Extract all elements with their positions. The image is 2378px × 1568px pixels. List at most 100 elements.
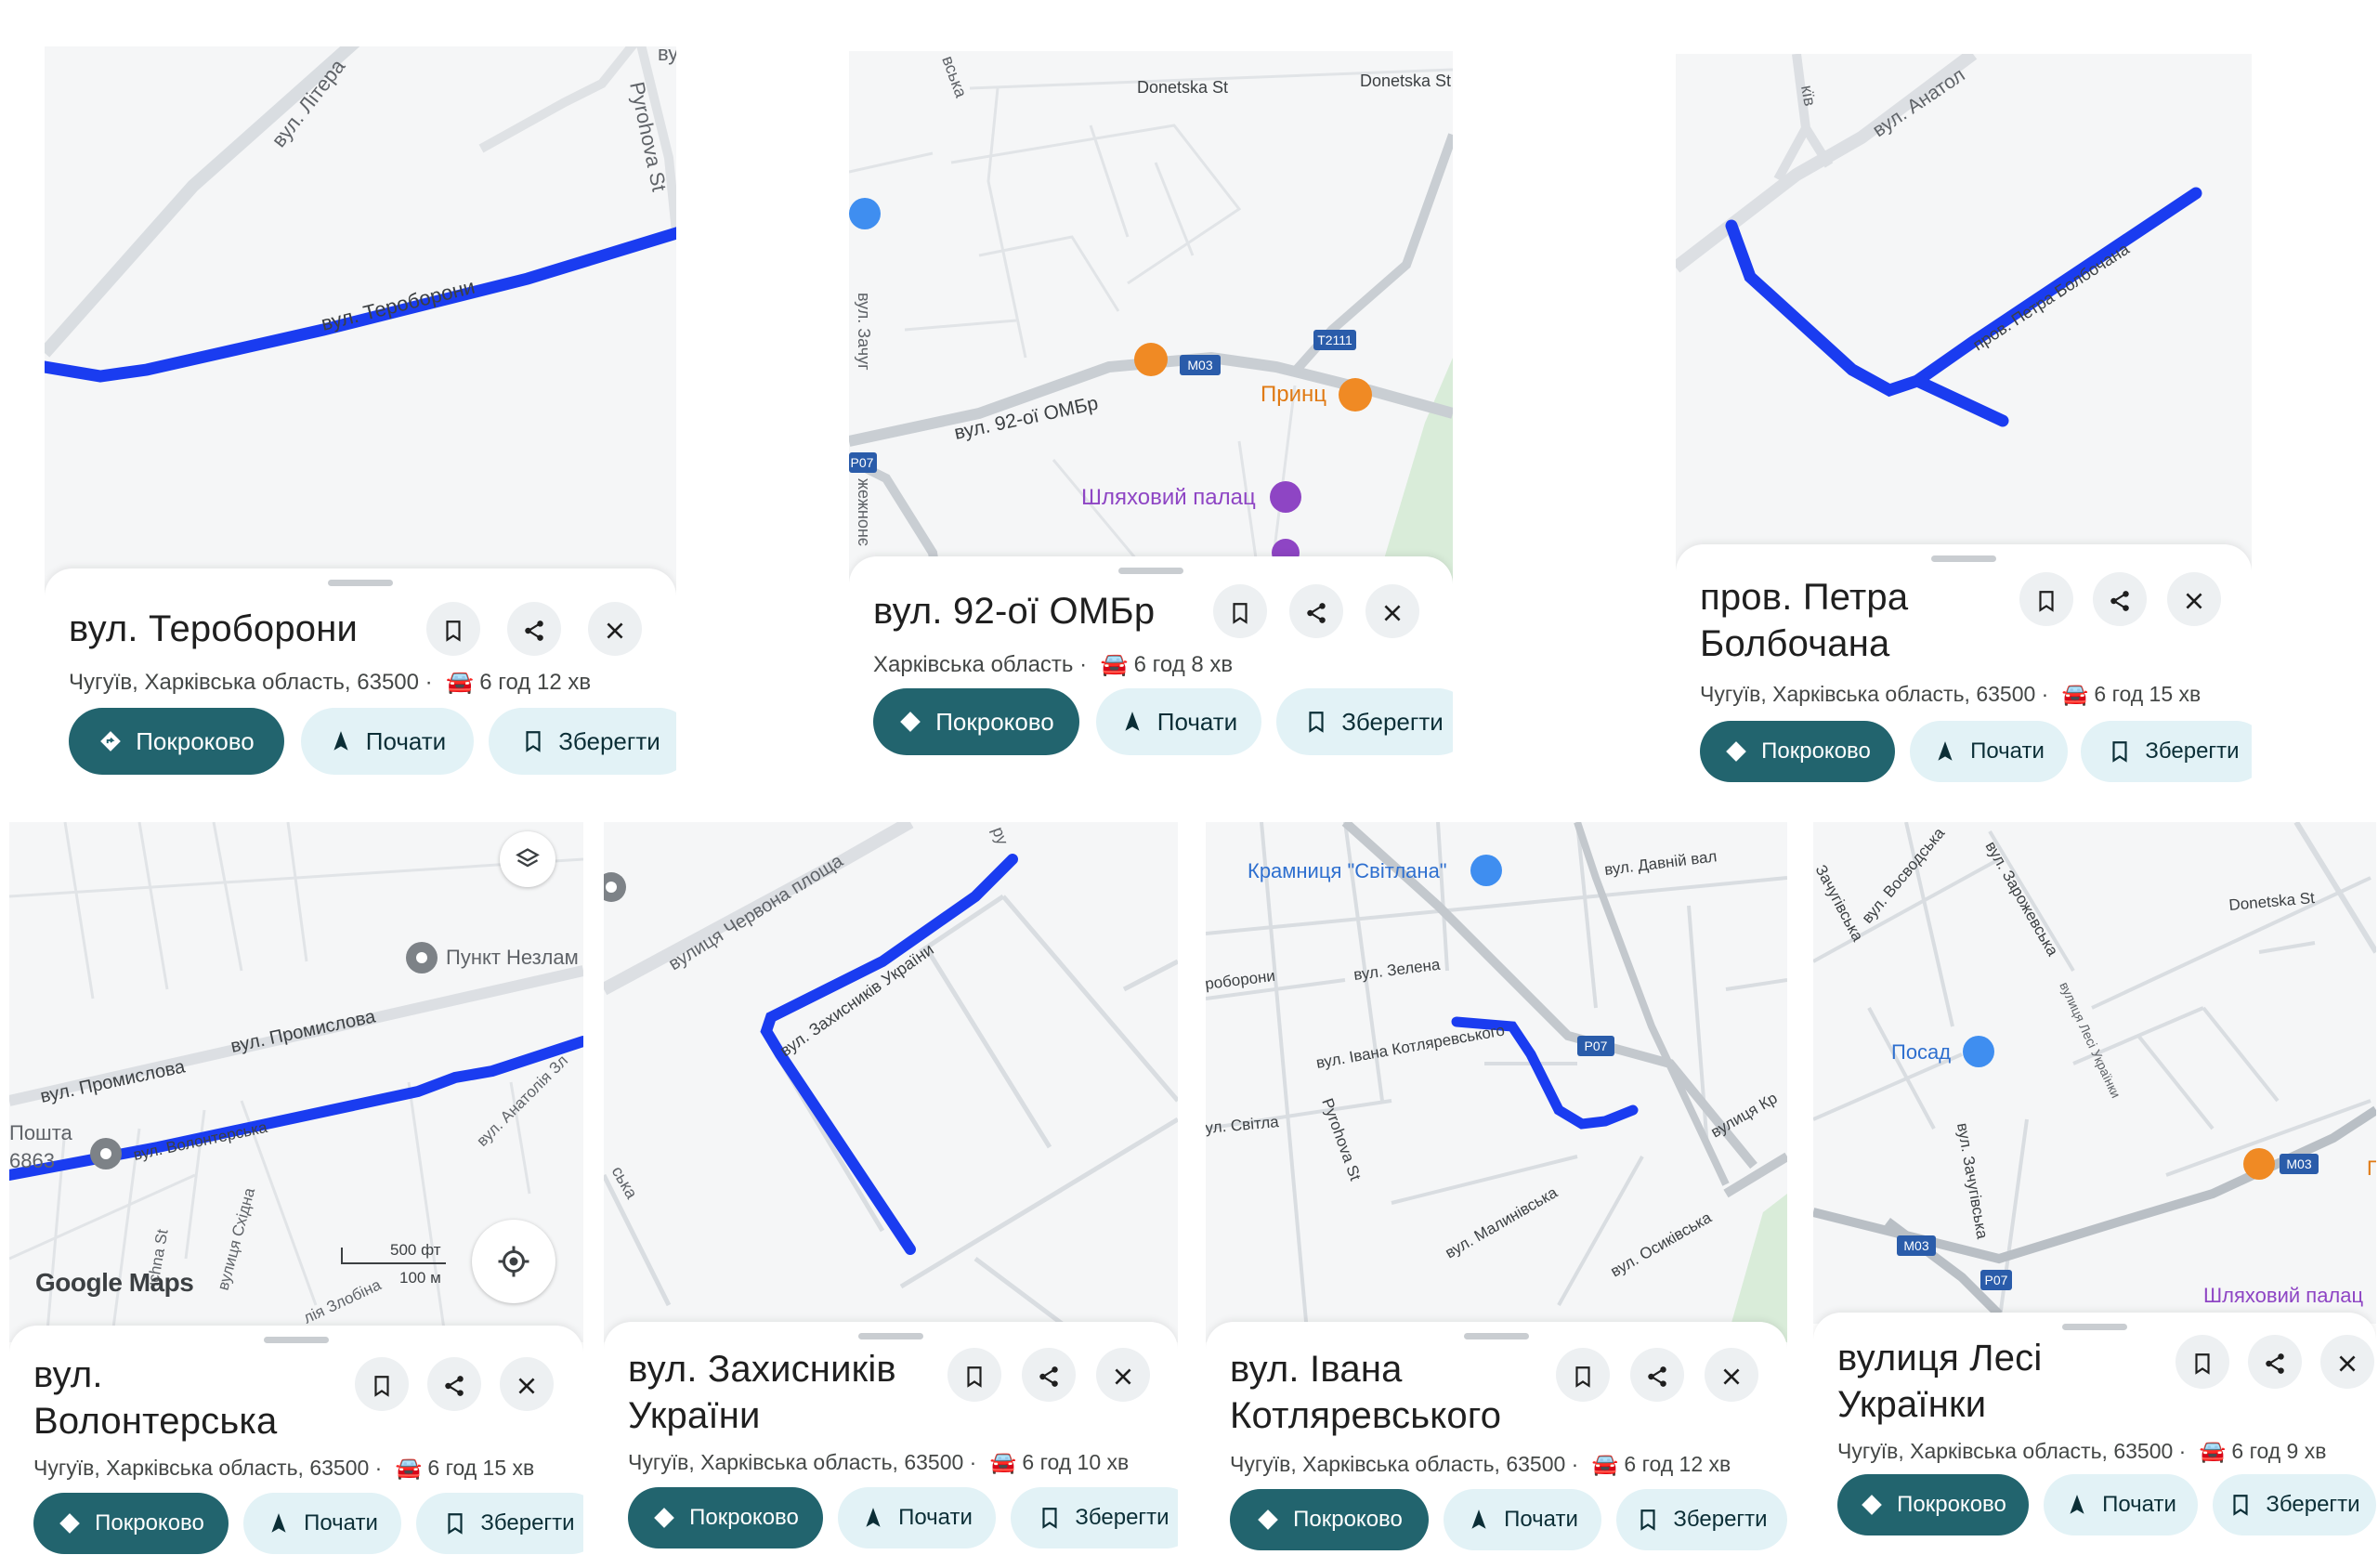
cafe-marker[interactable] bbox=[1134, 343, 1168, 376]
street-label: вул. Зачугівська bbox=[1953, 1121, 1992, 1240]
directions-icon bbox=[59, 1513, 80, 1534]
directions-icon bbox=[100, 731, 122, 751]
place-title: вул. Волонтерська bbox=[33, 1354, 278, 1442]
google-maps-logo: Google Maps bbox=[35, 1268, 194, 1297]
directions-button[interactable]: Покроково bbox=[873, 688, 1079, 755]
bookmark-button[interactable] bbox=[355, 1357, 409, 1411]
street-label: кїв bbox=[1797, 84, 1820, 108]
street-label: вул. Промислова bbox=[229, 1006, 378, 1057]
place-subtitle: Чугуїв, Харківська область, 63500 · 🚘 6 г… bbox=[69, 670, 592, 695]
drag-handle[interactable] bbox=[328, 580, 393, 586]
map-view[interactable]: вул. Анатол пров. Петра Болбочана кїв bbox=[1676, 54, 2252, 574]
directions-button[interactable]: Покроково bbox=[1837, 1474, 2029, 1535]
share-button[interactable] bbox=[1022, 1348, 1076, 1402]
poi-marker[interactable] bbox=[1270, 481, 1301, 513]
share-button[interactable] bbox=[427, 1357, 481, 1411]
save-button[interactable]: Зберегти bbox=[1616, 1489, 1787, 1550]
street-label: Donetska St bbox=[1360, 72, 1451, 90]
map-view[interactable]: M03 M03 P07 вул. Восводська вул. Зарожев… bbox=[1813, 822, 2376, 1324]
share-button[interactable] bbox=[1630, 1348, 1684, 1402]
bookmark-button[interactable] bbox=[1556, 1348, 1610, 1402]
map-view[interactable]: вул. Тероборони вул. Літера Pyrohova St … bbox=[45, 46, 676, 622]
drag-handle[interactable] bbox=[264, 1337, 329, 1343]
save-button[interactable]: Зберегти bbox=[2213, 1474, 2376, 1535]
map-canvas: вул. Анатол пров. Петра Болбочана кїв bbox=[1676, 54, 2202, 427]
place-card-7: M03 M03 P07 вул. Восводська вул. Зарожев… bbox=[1813, 822, 2376, 1565]
poi-label: Посад bbox=[1891, 1040, 1951, 1064]
close-button[interactable] bbox=[1096, 1348, 1150, 1402]
bookmark-button[interactable] bbox=[1213, 584, 1267, 638]
start-button[interactable]: Почати bbox=[243, 1493, 401, 1554]
poi-label: 6863 bbox=[9, 1149, 55, 1172]
car-icon: 🚘 bbox=[446, 670, 475, 695]
start-button[interactable]: Почати bbox=[838, 1487, 996, 1548]
directions-button[interactable]: Покроково bbox=[1700, 721, 1895, 782]
share-button[interactable] bbox=[1289, 584, 1343, 638]
start-button[interactable]: Почати bbox=[1444, 1489, 1601, 1550]
poi-marker[interactable] bbox=[1963, 1036, 1994, 1067]
car-icon: 🚘 bbox=[989, 1450, 1017, 1474]
save-button[interactable]: Зберегти bbox=[1011, 1487, 1178, 1548]
save-button[interactable]: Зберегти bbox=[2081, 721, 2252, 782]
start-button[interactable]: Почати bbox=[2044, 1474, 2198, 1535]
cafe-marker[interactable] bbox=[2243, 1148, 2275, 1180]
address-text: Чугуїв, Харківська область, 63500 bbox=[1700, 682, 2036, 706]
bottom-sheet: вул. Захисників України Чугуїв, Харківсь… bbox=[604, 1322, 1178, 1565]
share-icon bbox=[445, 1375, 464, 1396]
start-button[interactable]: Почати bbox=[1096, 688, 1261, 755]
start-button[interactable]: Почати bbox=[1910, 721, 2068, 782]
save-button[interactable]: Зберегти bbox=[1276, 688, 1453, 755]
my-location-button[interactable] bbox=[472, 1220, 555, 1303]
street-label: вул. Зелена bbox=[1352, 956, 1442, 984]
bookmark-button[interactable] bbox=[2019, 572, 2073, 626]
bookmark-icon bbox=[374, 1375, 389, 1397]
map-view[interactable]: вулиця Червона площа вул. Захисників Укр… bbox=[604, 822, 1178, 1342]
share-icon bbox=[2110, 590, 2129, 611]
street-label: вул. Осиківська bbox=[1608, 1209, 1716, 1281]
close-button[interactable] bbox=[2320, 1335, 2374, 1389]
drag-handle[interactable] bbox=[1118, 568, 1183, 574]
share-button[interactable] bbox=[507, 602, 561, 656]
share-button[interactable] bbox=[2093, 572, 2147, 626]
map-view[interactable]: P07 Крамниця "Світлана" вул. Давній вал … bbox=[1206, 822, 1787, 1342]
poi-label: Крамниця "Світлана" bbox=[1248, 859, 1447, 882]
directions-icon bbox=[1726, 741, 1746, 762]
close-button[interactable] bbox=[500, 1357, 554, 1411]
map-canvas: P07 Крамниця "Світлана" вул. Давній вал … bbox=[1206, 822, 1787, 1342]
close-button[interactable] bbox=[1365, 584, 1419, 638]
bookmark-button[interactable] bbox=[947, 1348, 1001, 1402]
map-canvas: вулиця Червона площа вул. Захисників Укр… bbox=[604, 822, 1178, 1342]
place-card-1: вул. Тероборони вул. Літера Pyrohova St … bbox=[45, 46, 676, 780]
bookmark-button[interactable] bbox=[2175, 1335, 2229, 1389]
save-button[interactable]: Зберегти bbox=[489, 708, 676, 775]
start-button[interactable]: Почати bbox=[301, 708, 474, 775]
save-button[interactable]: Зберегти bbox=[416, 1493, 583, 1554]
shop-marker[interactable] bbox=[1470, 855, 1502, 886]
drag-handle[interactable] bbox=[1931, 555, 1996, 562]
close-button[interactable] bbox=[2167, 572, 2221, 626]
layers-button[interactable] bbox=[500, 831, 555, 887]
bookmark-button[interactable] bbox=[426, 602, 480, 656]
map-view[interactable]: M03 T2111 P07 Donetska St Donetska St ву… bbox=[849, 51, 1453, 608]
map-canvas: M03 M03 P07 вул. Восводська вул. Зарожев… bbox=[1813, 822, 2376, 1324]
map-view[interactable]: Пункт Незлам Пошта 6863 вул. Промислова … bbox=[9, 822, 583, 1342]
restaurant-marker[interactable] bbox=[1339, 378, 1372, 412]
share-button[interactable] bbox=[2248, 1335, 2302, 1389]
drag-handle[interactable] bbox=[1464, 1333, 1529, 1339]
close-button[interactable] bbox=[1705, 1348, 1758, 1402]
poi-marker[interactable] bbox=[849, 198, 881, 229]
directions-button[interactable]: Покроково bbox=[1230, 1489, 1429, 1550]
car-icon: 🚘 bbox=[1100, 652, 1129, 677]
street-label: вулиця Кр bbox=[1708, 1089, 1781, 1141]
scale-label: 500 фт bbox=[390, 1241, 441, 1259]
place-title: вулиця Лесі Українки bbox=[1837, 1338, 2043, 1425]
directions-button[interactable]: Покроково bbox=[33, 1493, 229, 1554]
street-label: вул. Промислова bbox=[38, 1056, 188, 1107]
bottom-sheet: вул. Тероборони Чугуїв, Харківська облас… bbox=[45, 568, 676, 780]
close-button[interactable] bbox=[588, 602, 642, 656]
directions-button[interactable]: Покроково bbox=[69, 708, 284, 775]
drag-handle[interactable] bbox=[858, 1333, 923, 1339]
travel-time: 6 год 9 хв bbox=[2231, 1439, 2327, 1463]
directions-button[interactable]: Покроково bbox=[628, 1487, 823, 1548]
drag-handle[interactable] bbox=[2062, 1324, 2127, 1330]
